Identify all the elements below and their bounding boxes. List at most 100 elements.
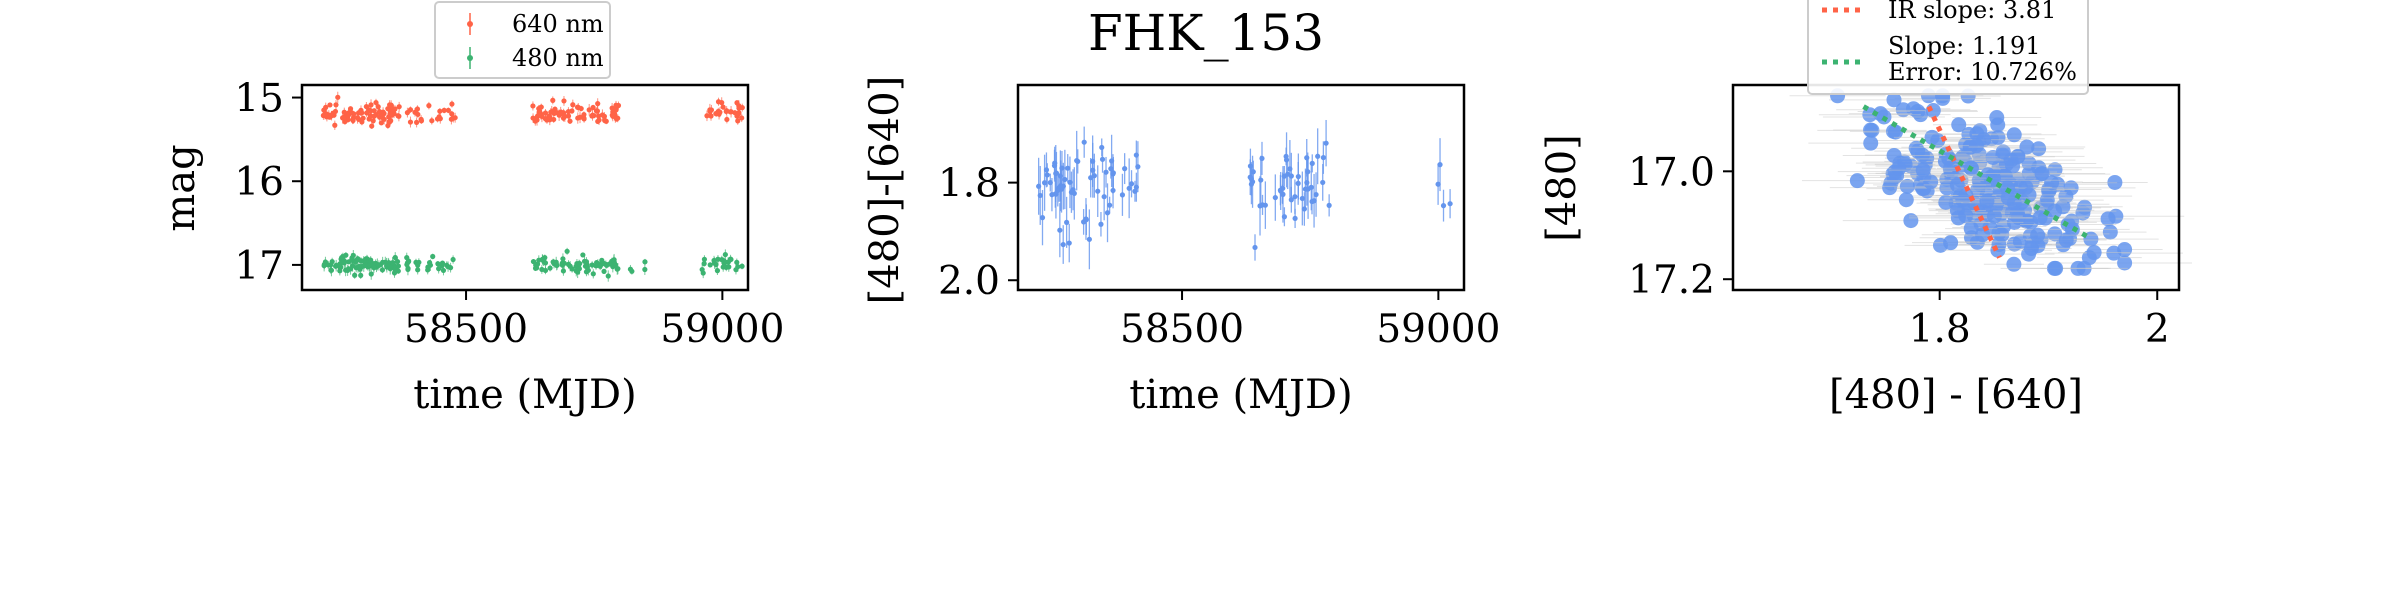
data-point <box>1122 166 1128 172</box>
data-point <box>445 264 451 270</box>
data-point <box>601 113 608 119</box>
data-point <box>441 107 447 113</box>
data-point <box>547 265 553 271</box>
data-point <box>1067 179 1073 185</box>
data-point <box>339 259 345 265</box>
data-point <box>1091 173 1097 179</box>
data-point <box>387 102 393 108</box>
data-point <box>699 266 705 273</box>
data-point <box>1302 186 1309 192</box>
data-point <box>1053 170 1059 177</box>
data-point <box>1899 178 1915 194</box>
data-point <box>530 103 536 109</box>
data-point <box>589 262 595 268</box>
data-point <box>362 261 369 268</box>
data-point <box>559 262 566 268</box>
data-point <box>707 262 713 268</box>
data-point <box>551 116 557 123</box>
data-point <box>396 113 402 119</box>
data-point <box>332 263 339 269</box>
data-point <box>1262 202 1268 208</box>
data-point <box>1064 219 1070 225</box>
data-point <box>562 113 568 119</box>
data-point <box>601 268 607 274</box>
data-point <box>371 265 377 271</box>
data-point <box>1086 236 1092 242</box>
data-point <box>1915 162 1931 178</box>
data-point <box>602 117 608 124</box>
data-point <box>2000 190 2016 206</box>
data-point <box>704 113 710 119</box>
data-point <box>642 259 648 265</box>
data-point <box>1071 190 1077 196</box>
data-point <box>2021 187 2037 203</box>
data-point <box>1995 144 2011 160</box>
data-point <box>552 106 558 112</box>
data-point <box>1272 194 1278 201</box>
y-axis-label: [480] <box>1539 134 1585 242</box>
data-point <box>2047 203 2063 219</box>
data-point <box>1128 181 1135 187</box>
data-point <box>437 116 443 122</box>
data-point <box>328 267 335 273</box>
data-point <box>734 259 740 265</box>
legend-label-ir-slope: IR slope: 3.81 <box>1888 0 2056 24</box>
data-point <box>1055 187 1061 193</box>
data-point <box>450 256 456 263</box>
data-point <box>2010 149 2026 165</box>
data-point <box>707 107 713 113</box>
data-point <box>435 261 441 267</box>
data-point <box>723 108 729 114</box>
data-point <box>418 118 425 124</box>
data-point <box>415 111 421 118</box>
data-point <box>394 258 401 265</box>
data-point <box>1903 213 1919 229</box>
color-curve-ticks: 58500 59000 1.8 2.0 <box>938 162 1500 352</box>
data-point <box>1951 117 1967 133</box>
data-point <box>429 118 435 124</box>
data-point <box>385 122 391 129</box>
data-point <box>404 262 410 268</box>
data-point <box>609 112 615 118</box>
data-point <box>1990 129 2006 145</box>
data-point <box>1109 158 1115 164</box>
data-point <box>1320 154 1326 161</box>
data-point <box>1886 92 1902 108</box>
data-point <box>581 116 587 122</box>
data-point <box>1252 244 1258 251</box>
data-point <box>1295 180 1301 186</box>
panel-color-magnitude: 1.8 2 17.0 17.2 [480] - [640] [480] IR slop… <box>1539 0 2192 418</box>
data-point <box>2006 127 2022 143</box>
data-point <box>1849 173 1865 189</box>
data-point <box>2102 224 2118 240</box>
data-point <box>437 108 443 114</box>
data-point <box>1104 210 1111 216</box>
data-point <box>1308 184 1314 190</box>
data-point <box>713 261 719 268</box>
data-point <box>354 115 361 121</box>
data-point <box>2030 227 2046 243</box>
data-point <box>1098 221 1104 227</box>
data-point <box>1099 144 1105 151</box>
data-point <box>575 115 581 121</box>
legend-marker-480 <box>467 47 473 69</box>
y-tick-label: 1.8 <box>938 162 1000 207</box>
data-point <box>1126 185 1132 191</box>
data-point <box>1943 235 1959 251</box>
data-point <box>1305 169 1311 175</box>
data-point <box>333 102 339 108</box>
data-point <box>396 104 402 110</box>
data-point <box>376 108 383 115</box>
data-point <box>2034 166 2050 182</box>
data-point <box>384 263 390 269</box>
data-point <box>585 267 591 273</box>
data-point <box>1323 140 1329 146</box>
data-point <box>335 94 341 100</box>
data-point <box>369 123 375 129</box>
data-point <box>560 268 567 274</box>
y-tick-label: 17.0 <box>1628 150 1715 195</box>
data-point <box>2086 245 2102 261</box>
data-point <box>722 251 728 258</box>
data-point <box>425 267 431 273</box>
